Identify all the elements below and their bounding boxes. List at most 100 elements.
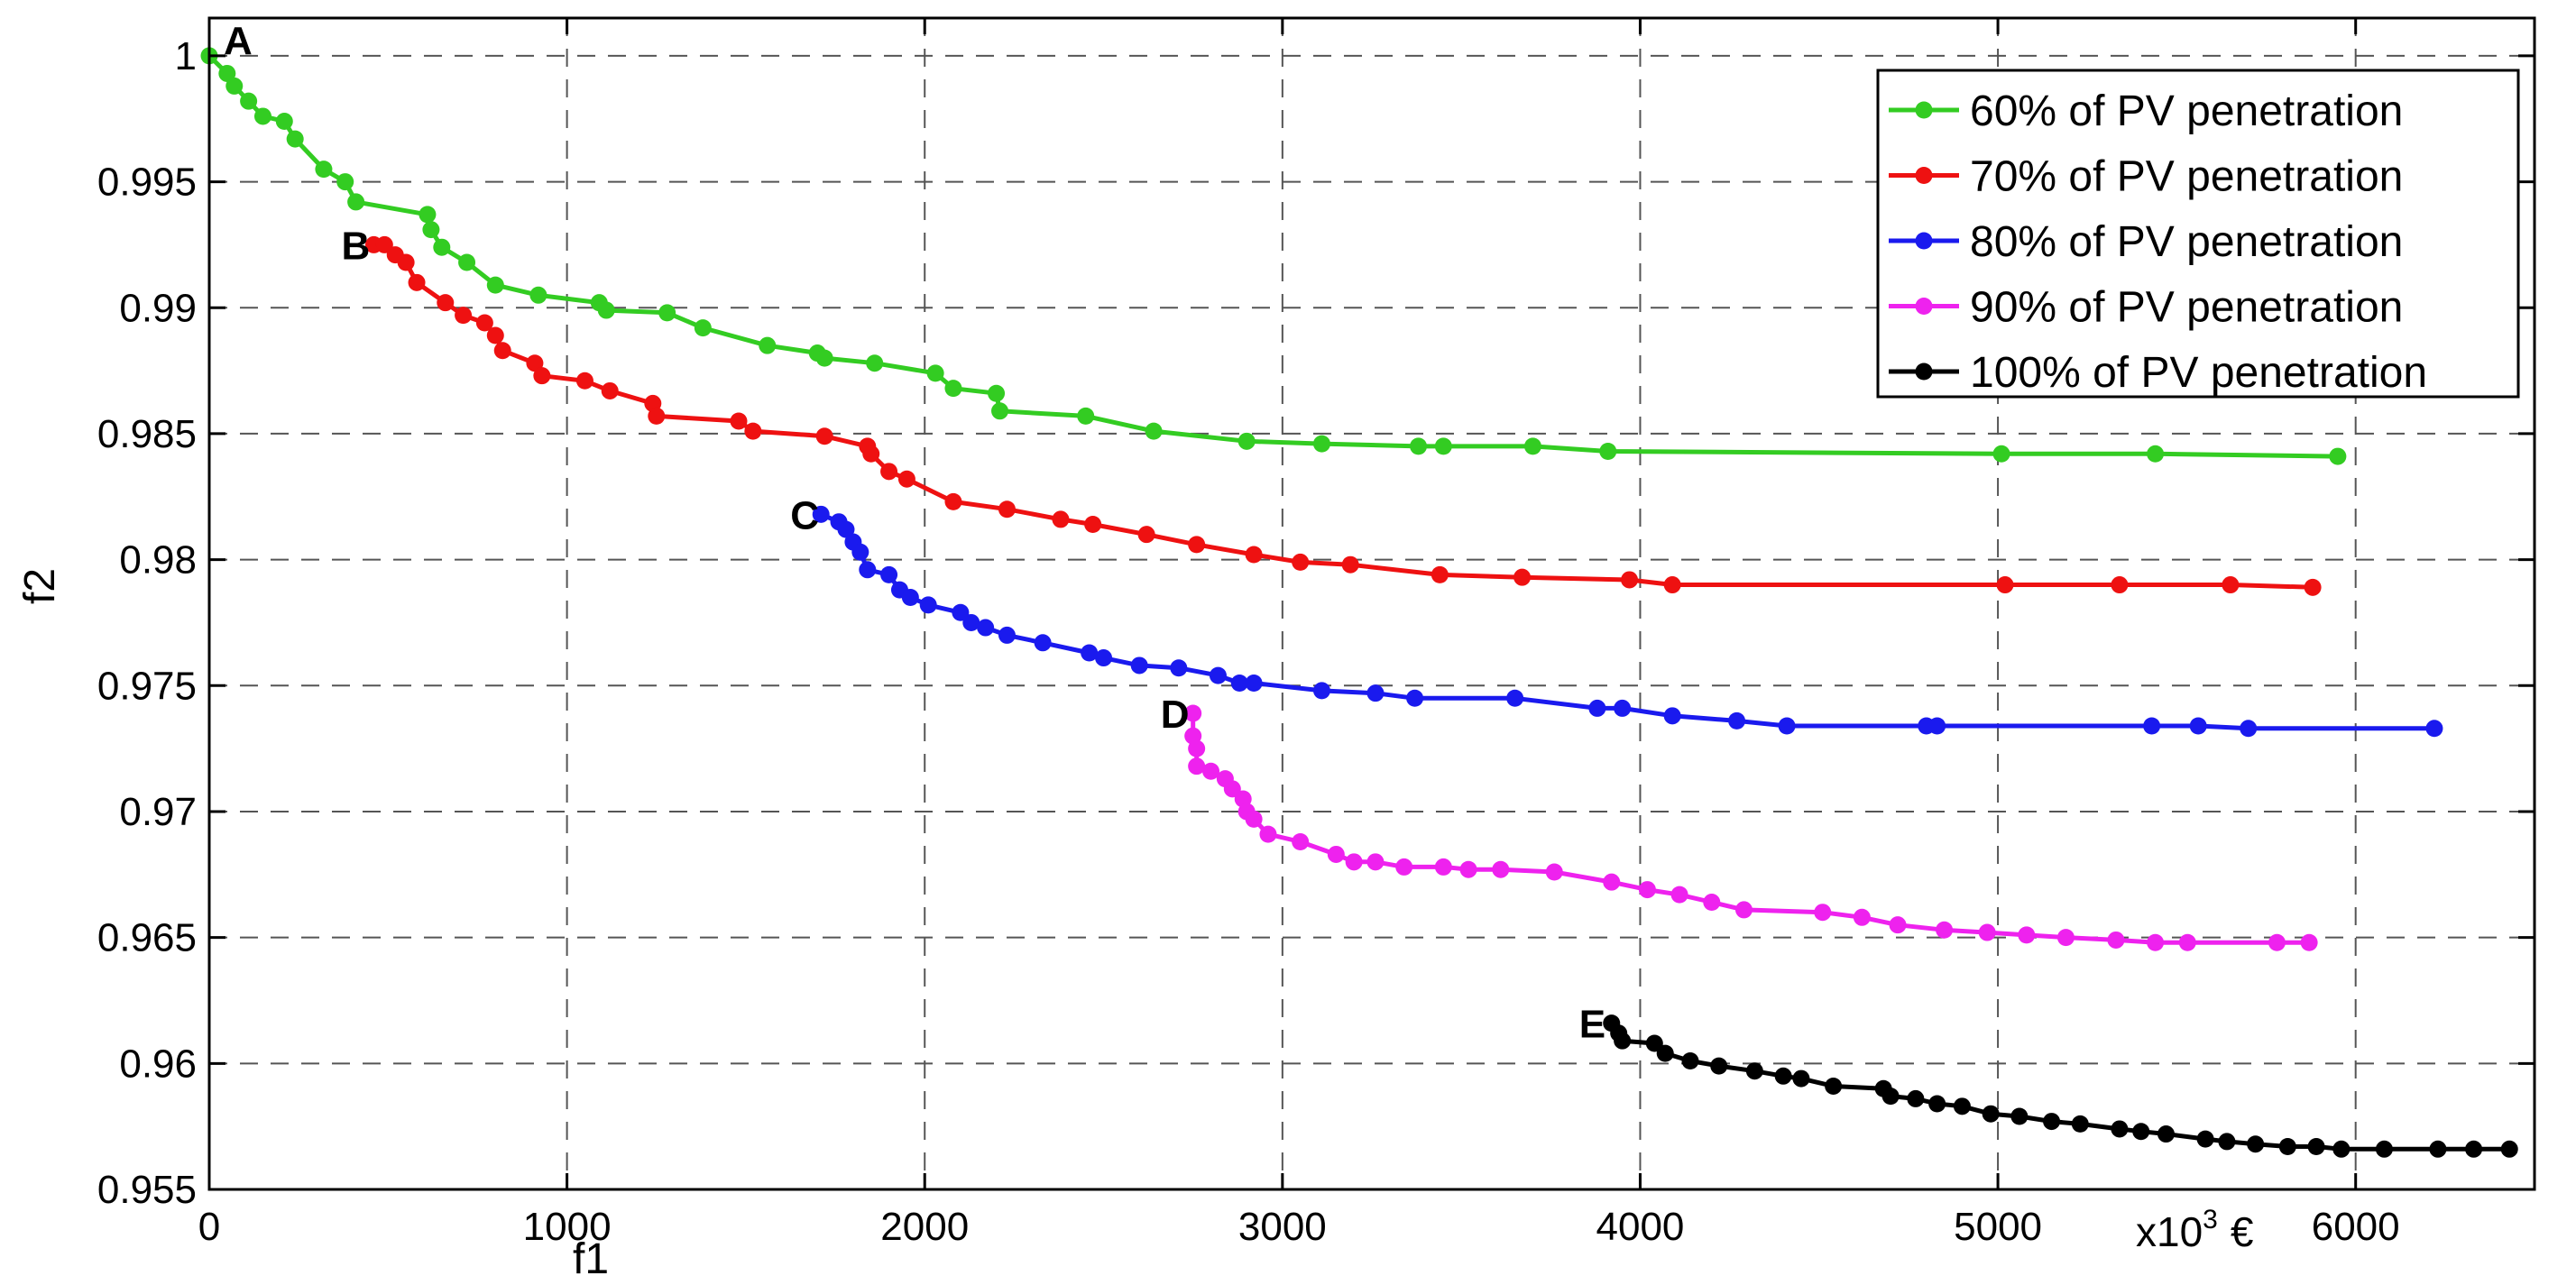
data-point-s2-25 xyxy=(1506,689,1524,707)
data-point-s4-18 xyxy=(2043,1113,2061,1131)
data-point-s4-26 xyxy=(2278,1138,2296,1156)
data-point-s0-29 xyxy=(1145,422,1163,440)
series-markers-3 xyxy=(1184,704,2318,951)
x-tick-label-3: 3000 xyxy=(1238,1205,1327,1249)
data-point-s2-0 xyxy=(812,505,830,523)
data-point-s4-21 xyxy=(2132,1123,2150,1141)
data-point-s0-15 xyxy=(529,286,547,304)
data-point-s3-17 xyxy=(1459,860,1477,878)
data-point-s2-12 xyxy=(977,619,995,637)
data-point-s4-10 xyxy=(1825,1077,1843,1095)
x-axis-label: f1 xyxy=(573,1235,609,1283)
legend-marker-3 xyxy=(1915,298,1933,315)
data-point-s1-34 xyxy=(1621,571,1639,589)
data-point-s1-37 xyxy=(2111,576,2129,594)
data-point-s1-35 xyxy=(1663,576,1681,594)
data-point-s1-39 xyxy=(2304,578,2322,596)
data-point-s3-0 xyxy=(1184,704,1202,722)
data-point-s2-22 xyxy=(1312,682,1330,700)
data-point-s3-25 xyxy=(1814,904,1832,922)
data-point-s4-20 xyxy=(2111,1120,2129,1138)
data-point-s4-17 xyxy=(2010,1107,2029,1125)
data-point-s1-29 xyxy=(1245,546,1263,564)
series-markers-2 xyxy=(812,505,2443,738)
x-tick-label-2: 2000 xyxy=(880,1205,969,1249)
data-point-s4-19 xyxy=(2071,1115,2089,1133)
annotation-b: B xyxy=(341,224,370,268)
data-point-s1-31 xyxy=(1341,555,1359,574)
series-markers-0 xyxy=(200,47,2347,465)
data-point-s2-14 xyxy=(1034,634,1052,652)
data-point-s2-10 xyxy=(952,603,970,621)
plot-frame xyxy=(207,16,2536,1191)
x-unit-symbol: € xyxy=(2231,1208,2254,1255)
data-point-s0-12 xyxy=(433,238,451,256)
x-unit-exponent: 3 xyxy=(2203,1205,2218,1235)
data-point-s3-16 xyxy=(1434,858,1452,876)
data-point-s3-28 xyxy=(1936,921,1954,939)
series-points xyxy=(200,47,2518,1158)
data-point-s0-25 xyxy=(944,380,962,398)
data-point-s2-5 xyxy=(859,561,877,579)
x-tick-label-4: 4000 xyxy=(1596,1205,1685,1249)
data-point-s3-3 xyxy=(1188,757,1206,776)
data-point-s4-22 xyxy=(2157,1125,2175,1143)
legend-label-2: 80% of PV penetration xyxy=(1970,218,2403,266)
data-point-s0-36 xyxy=(1992,445,2010,463)
data-point-s4-27 xyxy=(2307,1138,2325,1156)
data-point-s0-10 xyxy=(419,206,437,224)
data-point-s1-33 xyxy=(1513,568,1532,586)
data-point-s3-24 xyxy=(1734,901,1753,919)
legend-box xyxy=(1876,69,2520,399)
data-point-s3-21 xyxy=(1638,881,1656,899)
data-point-s2-23 xyxy=(1366,684,1385,702)
data-point-s1-12 xyxy=(575,372,593,390)
data-point-s0-8 xyxy=(336,173,354,191)
y-axis-label: f2 xyxy=(16,568,64,604)
data-point-s2-36 xyxy=(2425,720,2443,738)
legend-label-4: 100% of PV penetration xyxy=(1970,349,2427,397)
data-point-s1-9 xyxy=(493,342,511,360)
data-point-s2-24 xyxy=(1406,689,1424,707)
data-point-s2-21 xyxy=(1245,674,1263,692)
data-point-s1-18 xyxy=(815,427,833,445)
data-point-s1-24 xyxy=(998,500,1016,519)
data-point-s2-8 xyxy=(901,589,919,607)
y-tick-label-5: 0.98 xyxy=(119,538,197,583)
data-point-s2-13 xyxy=(998,626,1016,644)
data-point-s0-24 xyxy=(926,364,944,382)
x-tick-label-1: 1000 xyxy=(523,1205,612,1249)
data-point-s0-38 xyxy=(2329,447,2347,465)
data-point-s4-4 xyxy=(1656,1044,1674,1062)
annotation-c: C xyxy=(790,493,819,537)
data-point-s0-30 xyxy=(1237,432,1256,450)
data-point-s3-6 xyxy=(1223,780,1241,798)
data-point-s1-26 xyxy=(1084,516,1102,534)
data-point-s4-6 xyxy=(1710,1057,1728,1075)
x-unit-prefix: x10 xyxy=(2136,1208,2203,1255)
x-tick-labels: 0 1000 2000 3000 4000 5000 6000 xyxy=(198,1205,2400,1249)
data-point-s1-21 xyxy=(880,463,898,481)
data-point-s3-23 xyxy=(1703,894,1721,912)
y-tick-label-3: 0.97 xyxy=(119,790,197,834)
data-point-s0-5 xyxy=(275,113,293,131)
series-markers-1 xyxy=(364,235,2322,596)
data-point-s3-20 xyxy=(1603,873,1621,891)
data-point-s3-10 xyxy=(1259,825,1277,843)
legend-label-3: 90% of PV penetration xyxy=(1970,284,2403,332)
data-point-s1-28 xyxy=(1188,536,1206,554)
data-point-s1-13 xyxy=(601,381,619,399)
data-point-s2-17 xyxy=(1130,656,1148,675)
legend-marker-2 xyxy=(1915,232,1933,250)
data-point-s1-32 xyxy=(1431,565,1449,583)
series-markers-4 xyxy=(1603,1014,2518,1158)
data-point-s3-36 xyxy=(2300,933,2318,951)
data-point-s1-38 xyxy=(2222,576,2240,594)
data-point-s2-26 xyxy=(1588,699,1606,717)
data-point-s3-2 xyxy=(1188,739,1206,757)
axis-ticks xyxy=(207,18,2535,1191)
data-point-s4-13 xyxy=(1907,1089,1925,1107)
data-point-s4-8 xyxy=(1774,1067,1792,1085)
data-point-s1-8 xyxy=(486,326,504,344)
